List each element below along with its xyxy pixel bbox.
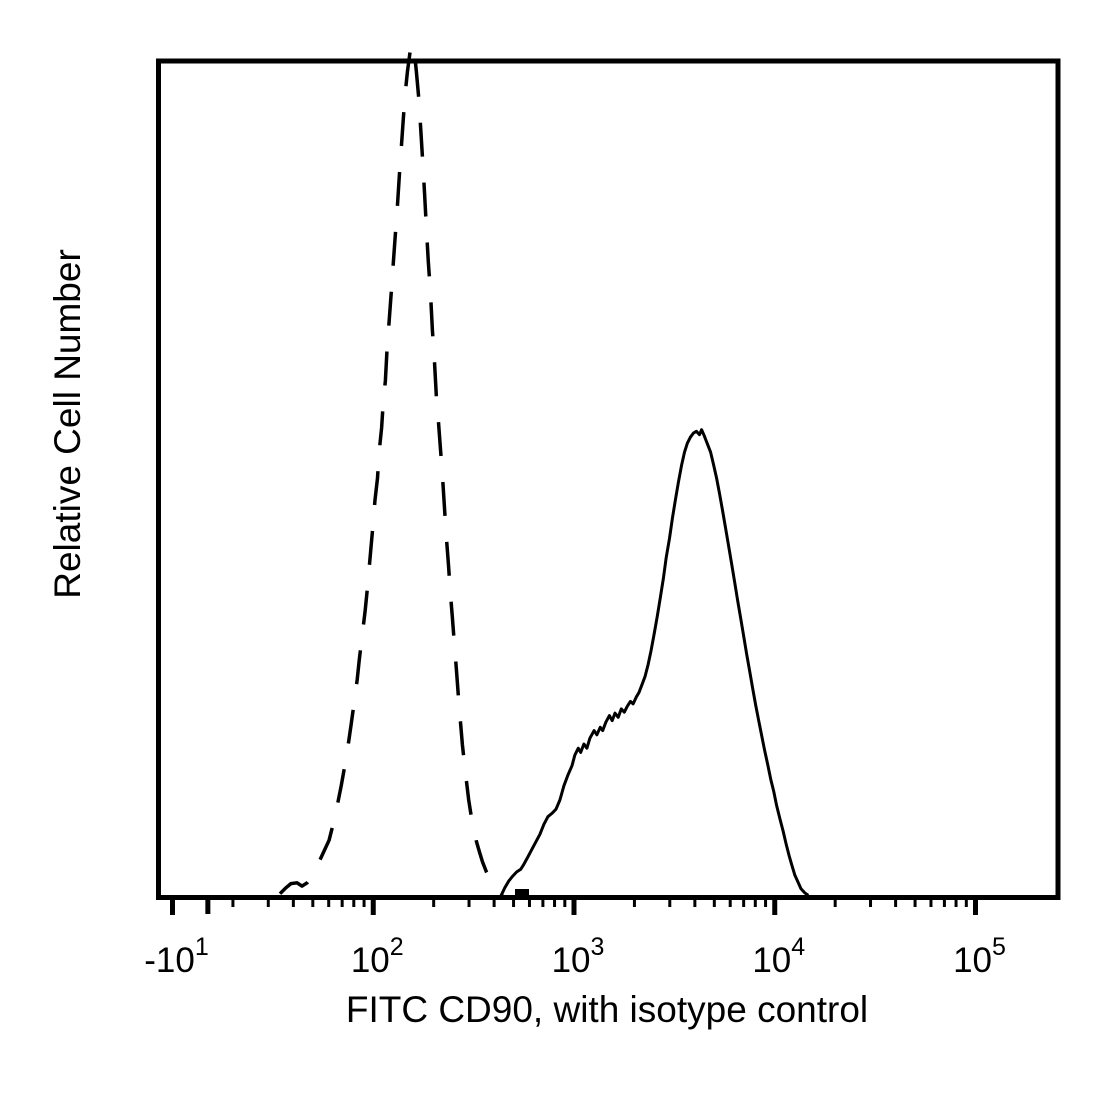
x-tick-label: -101 (144, 933, 209, 980)
x-tick-label: 105 (953, 933, 1006, 980)
x-axis-ticks (170, 897, 978, 915)
x-axis-label: FITC CD90, with isotype control (346, 989, 868, 1030)
x-tick-label: 102 (351, 933, 404, 980)
x-tick-label: 103 (552, 933, 605, 980)
cd90-stained-curve (499, 428, 810, 897)
y-axis-label: Relative Cell Number (47, 249, 88, 599)
x-tick-label: 104 (752, 933, 805, 980)
baseline-blip (515, 889, 529, 896)
histogram-curves (278, 43, 810, 898)
isotype-control-curve (278, 43, 504, 898)
plot-frame (156, 58, 1061, 900)
x-axis-tick-labels: -101 102 103 104 105 (144, 933, 1006, 980)
